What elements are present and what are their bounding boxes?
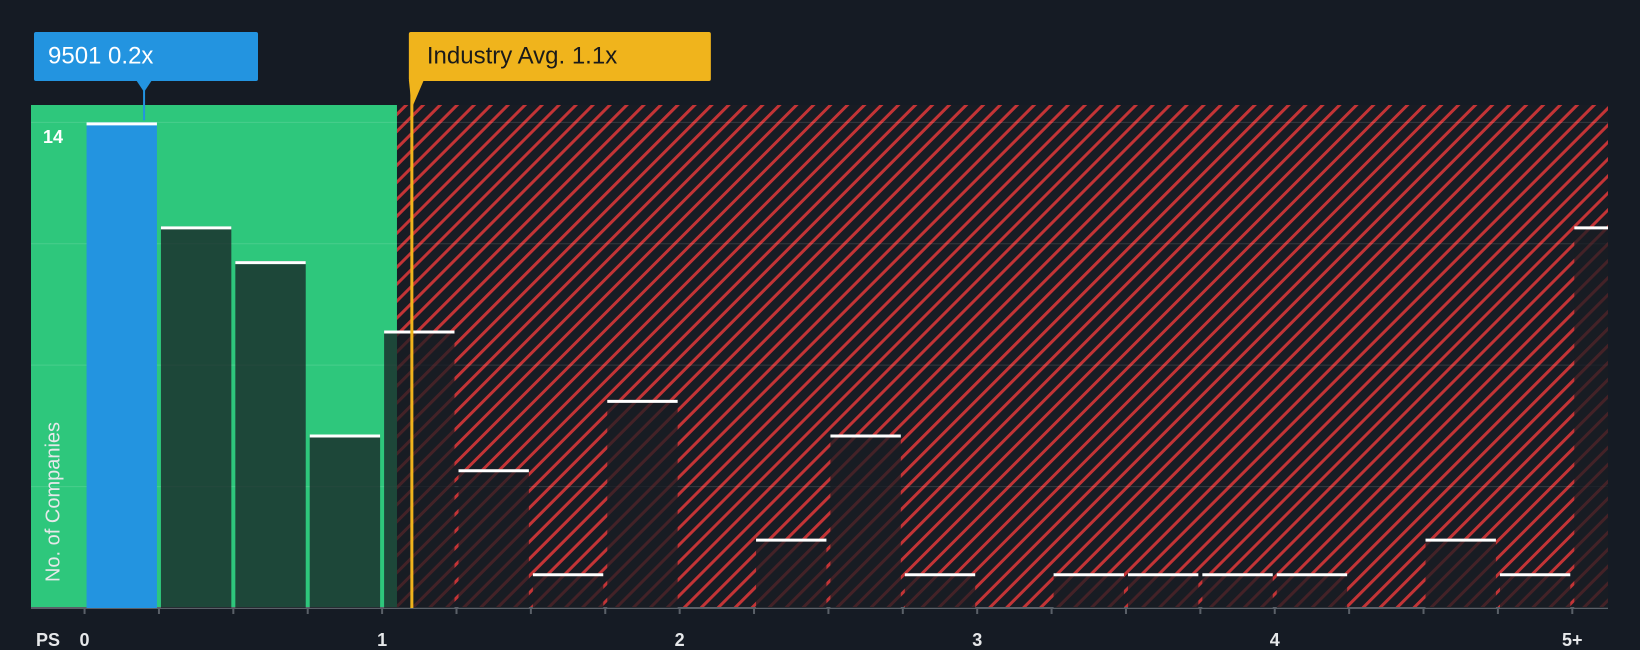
x-tick-label: 1 — [377, 630, 387, 650]
x-tick-label: 4 — [1270, 630, 1280, 650]
bar — [384, 330, 455, 608]
company-label: 9501 0.2x — [48, 42, 153, 69]
bar — [904, 573, 976, 608]
bar — [458, 469, 529, 608]
x-tick-label: 2 — [675, 630, 685, 650]
company-bar — [86, 122, 157, 609]
bar — [532, 573, 604, 608]
bar — [1053, 573, 1124, 608]
bar — [309, 434, 381, 608]
bar — [1127, 573, 1199, 608]
bar — [1276, 573, 1348, 608]
company-label-pointer — [136, 80, 153, 92]
bar — [1574, 226, 1608, 608]
bar — [235, 261, 306, 608]
bar — [1499, 573, 1571, 608]
industry-label-pointer — [408, 80, 424, 108]
bar — [1202, 573, 1273, 608]
bar — [756, 538, 827, 608]
y-tick-label: 14 — [43, 127, 63, 147]
y-axis-label: No. of Companies — [42, 422, 64, 582]
company-label-box — [34, 32, 258, 81]
bar — [160, 226, 232, 608]
x-tick-label: 0 — [80, 630, 90, 650]
bar — [607, 399, 678, 608]
bar — [830, 434, 901, 608]
x-axis-label: PS — [36, 630, 60, 650]
x-tick-label: 3 — [972, 630, 982, 650]
overvalued-zone — [396, 105, 1608, 608]
industry-label: Industry Avg. 1.1x — [427, 42, 617, 69]
industry-label-box — [408, 32, 711, 81]
x-tick-label: 5+ — [1562, 630, 1583, 650]
bar — [1425, 538, 1496, 608]
